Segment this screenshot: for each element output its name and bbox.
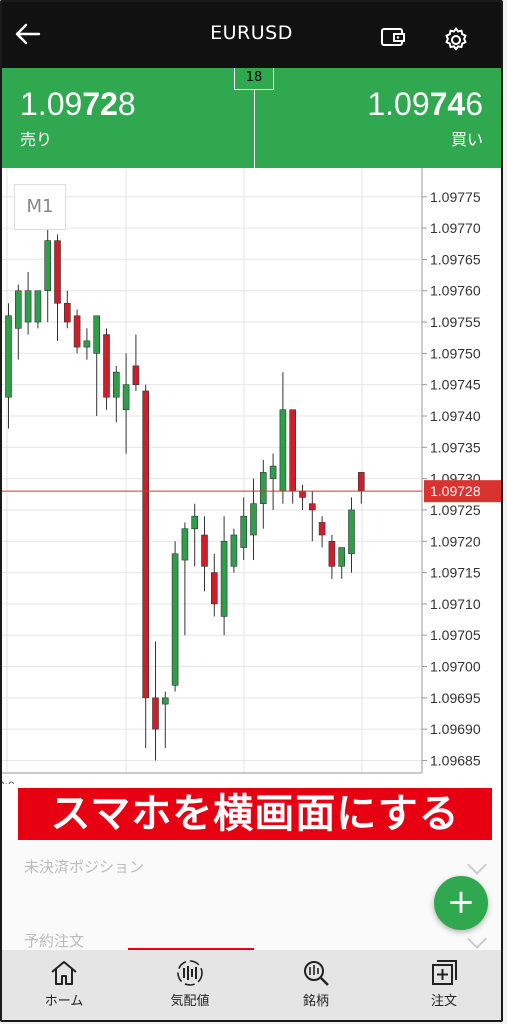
y-tick-label: 1.09725 — [430, 502, 481, 518]
candle-body — [103, 334, 110, 398]
tab-quotes[interactable]: 気配値 — [140, 958, 240, 1009]
chevron-down-icon — [467, 929, 487, 949]
bottom-tab-bar: ホーム 気配値 銘柄 注文 — [2, 950, 501, 1020]
buy-label: 買い — [450, 130, 483, 149]
tab-home[interactable]: ホーム — [14, 958, 114, 1009]
y-tick-label: 1.09770 — [430, 220, 481, 236]
candle-body — [348, 509, 355, 555]
tab-label: 気配値 — [170, 994, 210, 1009]
settings-gear-icon[interactable] — [442, 26, 470, 54]
candle-body — [73, 315, 81, 348]
top-bar: EURUSD — [2, 2, 501, 68]
candle-body — [93, 315, 100, 354]
candlestick-chart[interactable]: 1.09775 1.09770 1.09765 1.09760 1.09755 1.097… — [2, 168, 503, 784]
candle-body — [308, 503, 316, 511]
candle-body — [44, 240, 52, 292]
candle-body — [171, 553, 179, 686]
search-chart-icon — [304, 961, 329, 986]
candle-body — [24, 290, 32, 323]
spread-badge: 18 — [234, 68, 274, 90]
y-tick-label: 1.09720 — [430, 533, 481, 549]
price-divider — [254, 90, 255, 168]
tab-label: 注文 — [430, 994, 457, 1009]
ask-price: 1.09746 — [367, 86, 483, 122]
y-tick-label: 1.09685 — [430, 752, 481, 768]
promo-banner: スマホを横画面にする — [18, 788, 492, 840]
timeframe-button[interactable]: M1 — [14, 184, 66, 230]
price-bar: 1.09728 売り 1.09746 買い — [2, 68, 501, 168]
sell-label: 売り — [20, 130, 53, 149]
candle-body — [250, 503, 257, 536]
candle-body — [289, 409, 297, 492]
current-price-box — [424, 480, 501, 503]
candle-body — [5, 315, 12, 398]
candle-body — [191, 515, 198, 530]
tab-order[interactable]: 注文 — [394, 958, 494, 1009]
candle-body — [63, 302, 71, 323]
open-positions-label: 未決済ポジション — [24, 858, 145, 876]
open-positions-row[interactable]: 未決済ポジション — [24, 855, 487, 896]
candle-body — [357, 472, 365, 492]
bid-price: 1.09728 — [20, 86, 136, 122]
y-tick-label: 1.09765 — [430, 251, 481, 267]
candle-body — [240, 515, 247, 548]
candle-body — [230, 534, 238, 567]
chart-background — [2, 168, 501, 784]
y-tick-label: 1.09695 — [430, 690, 481, 706]
candle-body — [259, 472, 267, 504]
pending-orders-row[interactable]: 予約注文 — [24, 929, 487, 970]
candle-body — [162, 697, 169, 705]
candle-body — [122, 384, 130, 411]
candle-body — [34, 290, 42, 323]
add-order-button[interactable]: + — [434, 876, 488, 930]
buy-button[interactable]: 1.09746 買い — [367, 86, 483, 150]
tab-symbols[interactable]: 銘柄 — [266, 958, 366, 1009]
candle-body — [338, 547, 346, 567]
candle-body — [211, 572, 218, 605]
candle-body — [152, 697, 159, 730]
candle-body — [142, 390, 149, 699]
candle-body — [269, 465, 277, 479]
candle-body — [54, 240, 61, 304]
y-tick-label: 1.09700 — [430, 659, 481, 675]
candle-body — [328, 540, 336, 567]
y-tick-label: 1.09760 — [430, 283, 481, 299]
tab-label: 銘柄 — [302, 994, 329, 1009]
quotes-icon — [177, 960, 203, 986]
y-tick-label: 1.09755 — [430, 314, 481, 330]
sell-button[interactable]: 1.09728 売り — [20, 86, 136, 150]
candle-body — [132, 365, 140, 385]
symbol-title: EURUSD — [210, 22, 293, 44]
y-tick-label: 1.09750 — [430, 345, 481, 361]
candle-body — [299, 490, 306, 498]
chevron-down-icon — [467, 855, 487, 875]
candle-body — [15, 290, 22, 329]
bottom-panel: 未決済ポジション 予約注文 — [2, 840, 501, 950]
y-tick-label: 1.09775 — [430, 189, 481, 205]
pending-orders-label: 予約注文 — [24, 932, 85, 950]
y-tick-label: 1.09745 — [430, 377, 481, 393]
candle-body — [220, 540, 228, 617]
y-tick-label: 1.09715 — [430, 565, 481, 581]
candle-body — [279, 409, 287, 492]
tab-label: ホーム — [44, 994, 84, 1009]
y-tick-label: 1.09710 — [430, 596, 481, 612]
x-tick-label: 3:0 — [2, 779, 15, 784]
wallet-icon[interactable] — [380, 26, 406, 48]
current-price-label: 1.09728 — [430, 483, 481, 499]
back-arrow-icon[interactable] — [14, 20, 42, 48]
candle-body — [113, 371, 120, 398]
y-tick-label: 1.09690 — [430, 721, 481, 737]
y-tick-label: 1.09735 — [430, 439, 481, 455]
y-tick-label: 1.09705 — [430, 627, 481, 643]
y-tick-label: 1.09740 — [430, 408, 481, 424]
candle-body — [201, 534, 208, 567]
candle-body — [318, 522, 326, 536]
candle-body — [83, 340, 91, 348]
home-icon — [51, 961, 77, 985]
candle-body — [181, 528, 189, 561]
new-order-icon — [432, 960, 457, 985]
